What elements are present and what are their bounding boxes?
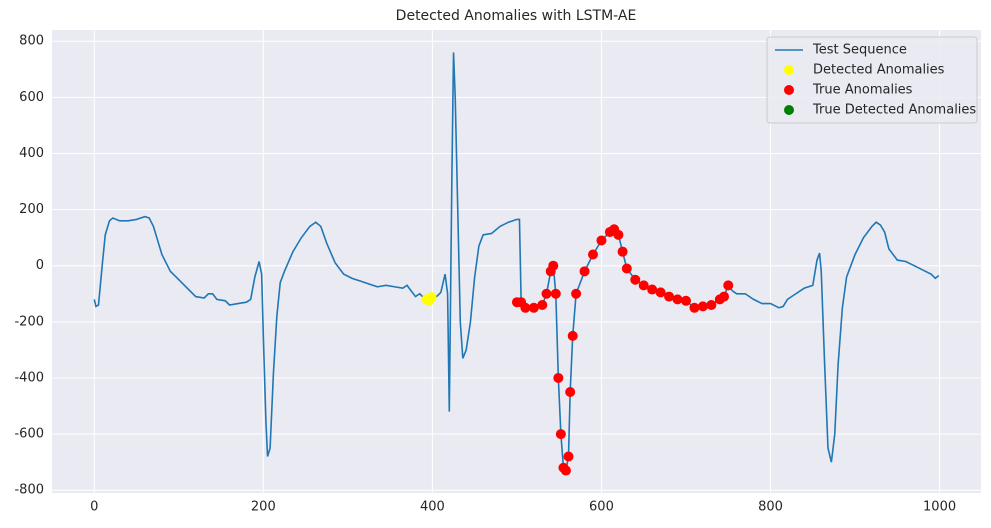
scatter-point (689, 302, 700, 313)
x-tick-label: 800 (758, 500, 783, 515)
scatter-point (638, 280, 649, 291)
scatter-point (630, 274, 641, 285)
scatter-point (723, 280, 734, 291)
x-tick-label: 400 (420, 500, 445, 515)
scatter-point (697, 301, 708, 312)
y-tick-label: 0 (36, 258, 44, 273)
x-tick-label: 600 (589, 500, 614, 515)
legend-swatch (784, 65, 794, 75)
scatter-point (579, 266, 590, 277)
legend-swatch (784, 85, 794, 95)
x-tick-label: 200 (251, 500, 276, 515)
legend-label: True Anomalies (812, 83, 913, 98)
scatter-point (664, 291, 675, 302)
legend-label: True Detected Anomalies (812, 103, 976, 118)
y-tick-label: 800 (19, 34, 44, 49)
scatter-point (719, 291, 730, 302)
legend-label: Test Sequence (812, 43, 907, 58)
scatter-point (655, 287, 666, 298)
y-tick-label: -800 (14, 483, 44, 498)
legend-swatch (784, 105, 794, 115)
scatter-point (537, 299, 548, 310)
y-tick-label: 200 (19, 202, 44, 217)
scatter-point (567, 330, 578, 341)
scatter-point (548, 260, 559, 271)
scatter-point (621, 263, 632, 274)
scatter-point (553, 372, 564, 383)
y-tick-label: -200 (14, 314, 44, 329)
scatter-point (706, 299, 717, 310)
y-tick-label: -400 (14, 370, 44, 385)
scatter-point (541, 288, 552, 299)
y-tick-label: 600 (19, 90, 44, 105)
scatter-point (672, 294, 683, 305)
scatter-point (550, 288, 561, 299)
scatter-point (528, 302, 539, 313)
scatter-point (596, 235, 607, 246)
chart-title: Detected Anomalies with LSTM-AE (396, 8, 637, 24)
scatter-point (680, 295, 691, 306)
scatter-point (520, 302, 531, 313)
x-tick-label: 1000 (923, 500, 956, 515)
scatter-point (563, 451, 574, 462)
line (93, 52, 940, 473)
x-tick-label: 0 (90, 500, 98, 515)
y-tick-label: -600 (14, 427, 44, 442)
y-tick-label: 400 (19, 146, 44, 161)
scatter-point (617, 246, 628, 257)
scatter-point (565, 386, 576, 397)
scatter-point (647, 284, 658, 295)
scatter-point (588, 249, 599, 260)
scatter-point (613, 229, 624, 240)
legend-box (766, 36, 978, 124)
scatter-point (571, 288, 582, 299)
scatter-point (560, 465, 571, 476)
scatter-point (426, 292, 437, 303)
legend-label: Detected Anomalies (813, 63, 945, 78)
scatter-point (555, 429, 566, 440)
